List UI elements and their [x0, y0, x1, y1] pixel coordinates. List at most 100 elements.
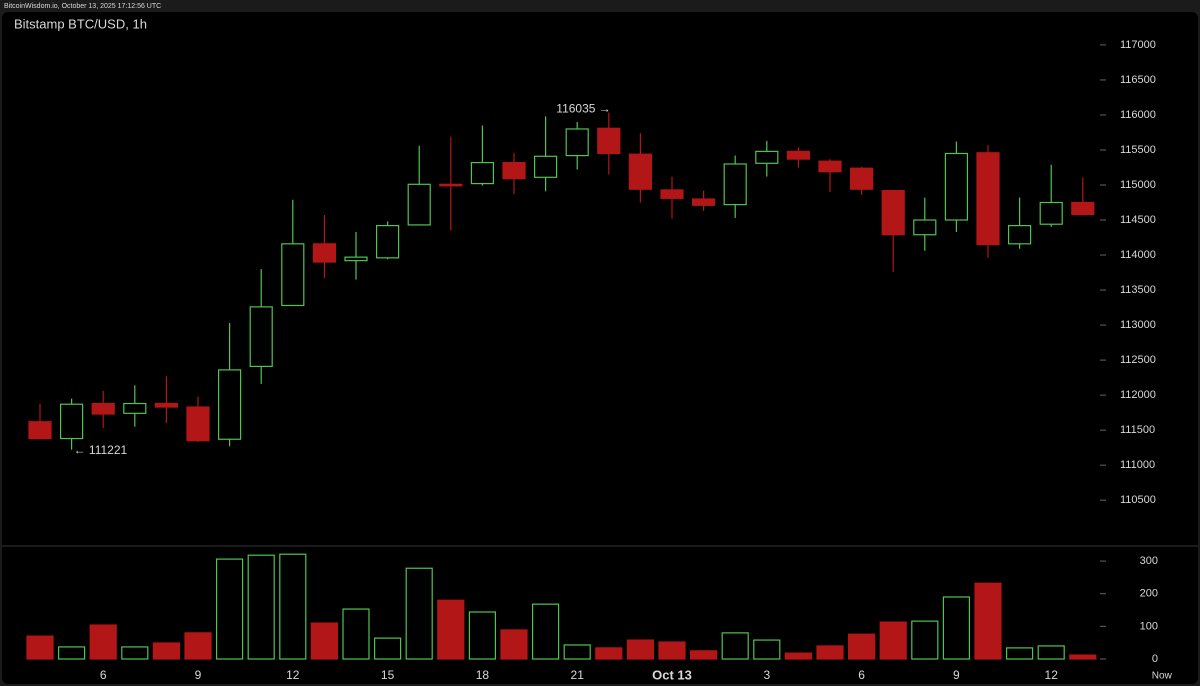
volume-bar — [595, 647, 623, 660]
x-tick-label: 12 — [286, 668, 300, 682]
low-annotation: ← 111221 — [74, 443, 128, 457]
y-tick-label: 110500 — [1120, 494, 1156, 506]
y-tick-label: 111000 — [1120, 459, 1155, 471]
volume-tick-label: 0 — [1152, 653, 1158, 665]
candle-body — [786, 150, 811, 160]
x-now-label: Now — [1152, 671, 1173, 682]
volume-bar — [468, 611, 496, 660]
x-tick-label: 12 — [1045, 668, 1059, 682]
candle-body — [565, 128, 589, 157]
y-tick-label: 111500 — [1120, 424, 1155, 436]
candle-body — [281, 243, 305, 307]
candle-body — [439, 183, 463, 187]
volume-bar — [1037, 645, 1065, 660]
volume-bar — [721, 632, 749, 660]
volume-bar — [816, 645, 844, 660]
volume-bar — [342, 608, 370, 660]
candle-body — [628, 153, 653, 190]
candle-body — [913, 219, 937, 236]
candle-body — [533, 155, 558, 178]
candle-body — [976, 152, 1000, 246]
volume-bar — [279, 553, 307, 660]
candle-body — [1007, 225, 1032, 245]
candle-body — [376, 225, 400, 259]
y-tick-label: 116000 — [1120, 109, 1156, 121]
candle-body — [218, 369, 242, 440]
volume-bar — [89, 624, 117, 660]
candle-body — [944, 152, 969, 221]
volume-bar — [121, 646, 149, 660]
y-tick-label: 115500 — [1120, 144, 1156, 156]
y-tick-label: 113500 — [1120, 284, 1156, 296]
candle-body — [723, 163, 747, 206]
volume-bar — [310, 622, 338, 660]
candle-body — [154, 402, 178, 408]
y-tick-label: 113000 — [1120, 319, 1156, 331]
candle-body — [1071, 201, 1095, 216]
candle-body — [59, 403, 84, 440]
volume-bar — [563, 644, 591, 660]
candle-body — [691, 198, 716, 206]
y-tick-label: 114000 — [1120, 249, 1156, 261]
volume-bar — [879, 621, 907, 660]
x-tick-label: 9 — [953, 668, 960, 682]
volume-bar — [1005, 647, 1034, 660]
x-tick-label: 3 — [763, 668, 770, 682]
x-tick-label: 15 — [381, 668, 395, 682]
candle-body — [755, 150, 779, 164]
volume-bar — [911, 620, 939, 660]
chart-title: Bitstamp BTC/USD, 1h — [14, 16, 147, 31]
volume-bar — [974, 582, 1002, 660]
volume-bar — [784, 652, 813, 660]
x-tick-label: Oct 13 — [652, 667, 692, 682]
header: BitcoinWisdom.io, October 13, 2025 17:12… — [4, 3, 161, 10]
candle-body — [28, 421, 52, 440]
candle-body — [1039, 201, 1063, 225]
volume-bar — [626, 639, 655, 660]
volume-bar — [57, 646, 86, 660]
x-tick-label: 6 — [100, 668, 107, 682]
volume-bar — [531, 603, 560, 660]
y-tick-label: 117000 — [1120, 39, 1156, 51]
high-annotation: 116035 → — [556, 102, 611, 116]
y-tick-label: 116500 — [1120, 74, 1156, 86]
volume-bar — [216, 558, 244, 660]
candle-body — [597, 127, 621, 155]
volume-tick-label: 200 — [1140, 588, 1158, 600]
volume-bar — [437, 599, 465, 660]
volume-bar — [374, 637, 402, 660]
candle-body — [249, 306, 273, 367]
candle-body — [312, 243, 336, 263]
x-tick-label: 18 — [476, 668, 490, 682]
volume-bar — [1069, 654, 1097, 660]
volume-bar — [500, 629, 528, 660]
y-tick-label: 114500 — [1120, 214, 1156, 226]
candle-body — [123, 402, 147, 414]
panel — [2, 12, 1198, 684]
x-tick-label: 9 — [195, 668, 202, 682]
x-tick-label: 6 — [858, 668, 865, 682]
volume-bar — [247, 554, 275, 660]
volume-bar — [689, 650, 718, 660]
volume-bar — [152, 642, 180, 660]
candle-body — [818, 160, 842, 173]
candle-body — [660, 189, 684, 199]
candle-body — [91, 402, 115, 415]
candle-body — [849, 167, 874, 190]
candle-body — [344, 256, 368, 262]
volume-bar — [26, 635, 54, 660]
y-tick-label: 115000 — [1120, 179, 1156, 191]
y-tick-label: 112000 — [1120, 389, 1156, 401]
y-tick-label: 112500 — [1120, 354, 1156, 366]
volume-tick-label: 100 — [1140, 620, 1158, 632]
candle-body — [407, 183, 431, 226]
volume-bar — [184, 632, 212, 660]
candle-body — [502, 161, 526, 180]
volume-bar — [658, 641, 686, 660]
volume-bar — [753, 639, 781, 660]
x-tick-label: 21 — [571, 668, 585, 682]
candle-body — [186, 406, 210, 442]
volume-bar — [847, 633, 876, 660]
